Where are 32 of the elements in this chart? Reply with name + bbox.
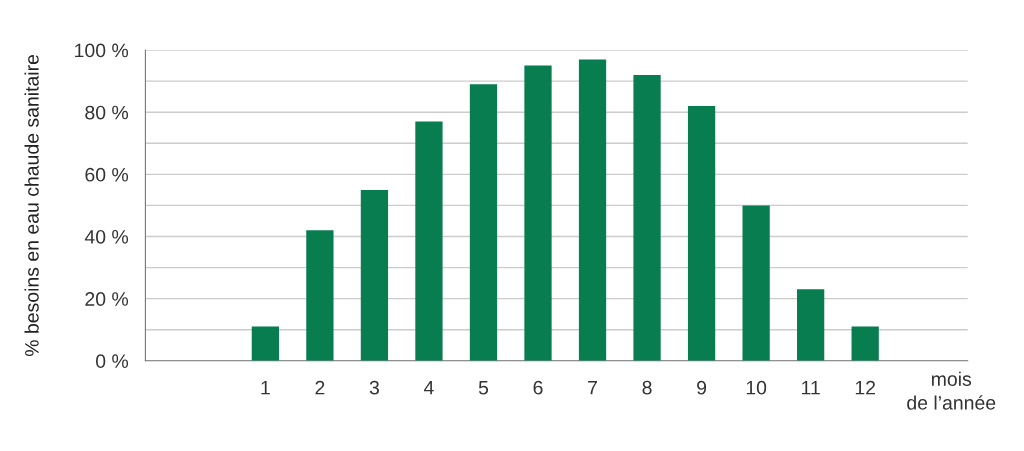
bar	[251, 326, 279, 361]
y-tick-label: 20 %	[85, 292, 129, 306]
y-tick-label: 0 %	[96, 354, 129, 369]
x-tick-label: 6	[533, 380, 543, 395]
bar	[851, 326, 879, 361]
y-axis-title: % besoins en eau chaude sanitaire	[24, 54, 39, 357]
x-tick-label: 10	[746, 380, 767, 395]
x-tick-label: 4	[423, 380, 434, 395]
bar	[687, 105, 716, 361]
x-tick-label: 9	[697, 380, 707, 395]
bar	[742, 205, 770, 361]
bar	[415, 121, 443, 361]
x-tick-label: 1	[261, 380, 270, 395]
x-tick-label: 11	[802, 380, 820, 395]
y-tick-label: 40 %	[84, 229, 129, 244]
y-tick-label: 60 %	[85, 167, 129, 182]
x-tick-label: 12	[855, 380, 876, 395]
x-tick-label: 7	[588, 380, 597, 395]
bar	[633, 74, 661, 361]
y-tick-label: 100 %	[75, 43, 129, 58]
bar	[578, 59, 607, 361]
bar	[469, 84, 498, 361]
bar	[360, 189, 389, 361]
bar	[524, 65, 552, 361]
x-tick-label: 5	[478, 380, 489, 395]
bar	[306, 230, 334, 361]
y-tick-label: 80 %	[85, 105, 129, 120]
x-tick-label: 8	[642, 380, 652, 395]
x-tick-label: 2	[315, 380, 325, 395]
x-axis-title: mois de l’année	[907, 371, 996, 410]
x-tick-label: 3	[369, 380, 379, 395]
bar	[797, 289, 825, 361]
